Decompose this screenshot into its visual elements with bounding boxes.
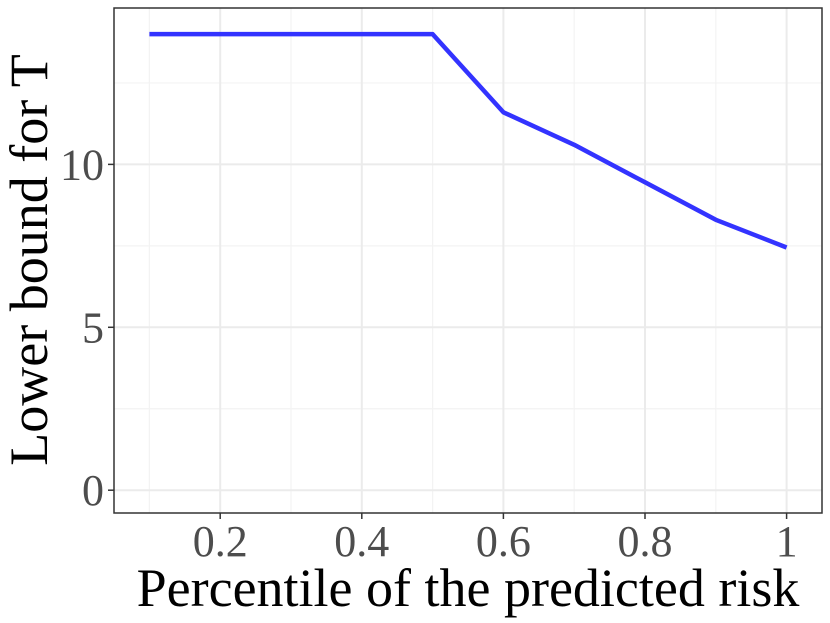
x-tick-label: 0.8 (618, 517, 673, 566)
y-axis: 0 5 10 (60, 140, 114, 515)
x-tick-label: 0.2 (193, 517, 248, 566)
x-axis: 0.2 0.4 0.6 0.8 1 (193, 513, 798, 566)
series-line (149, 31, 788, 250)
x-tick-label: 0.6 (476, 517, 531, 566)
major-gridlines (114, 8, 822, 513)
panel-border (113, 7, 823, 514)
x-tick-label: 0.4 (334, 517, 389, 566)
y-tick-label: 0 (82, 466, 104, 515)
minor-gridlines (114, 8, 822, 513)
x-axis-title: Percentile of the predicted risk (137, 558, 800, 618)
series-layer (149, 31, 788, 250)
y-tick-label: 5 (82, 303, 104, 352)
y-axis-title: Lower bound for T (0, 54, 59, 465)
panel-background (114, 8, 822, 513)
x-tick-label: 1 (776, 517, 798, 566)
y-tick-label: 10 (60, 140, 104, 189)
